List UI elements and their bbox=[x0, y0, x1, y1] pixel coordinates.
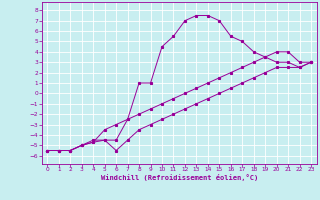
X-axis label: Windchill (Refroidissement éolien,°C): Windchill (Refroidissement éolien,°C) bbox=[100, 174, 258, 181]
